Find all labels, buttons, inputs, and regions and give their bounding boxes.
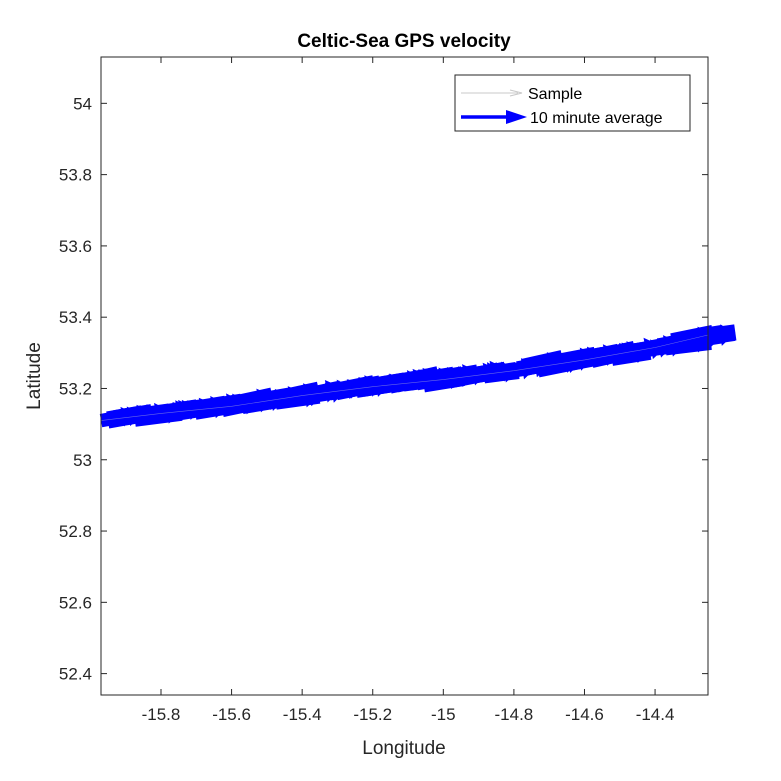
- legend-sample-label: Sample: [528, 86, 582, 103]
- legend-sample-marker: [461, 89, 523, 97]
- y-tick-label: 52.8: [59, 522, 92, 541]
- x-tick-label: -14.6: [565, 705, 604, 724]
- legend-average-marker: [461, 110, 527, 124]
- x-tick-label: -15.6: [212, 705, 251, 724]
- legend-average-label: 10 minute average: [530, 110, 663, 127]
- y-axis-label: Latitude: [24, 342, 45, 410]
- y-axis-ticks: 52.4 52.6 52.8 53 53.2 53.4 53.6 53.8 54: [59, 94, 708, 684]
- y-tick-label: 52.6: [59, 593, 92, 612]
- x-tick-label: -15.2: [353, 705, 392, 724]
- average-arrow-head-lead: [674, 333, 708, 352]
- average-arrow-head: [718, 326, 735, 346]
- y-tick-label: 52.4: [59, 665, 92, 684]
- chart-title: Celtic-Sea GPS velocity: [297, 31, 511, 52]
- y-tick-label: 54: [73, 94, 92, 113]
- axes-box: [100, 56, 709, 696]
- y-tick-label: 53.6: [59, 237, 92, 256]
- y-tick-label: 53: [73, 451, 92, 470]
- sample-track: [100, 334, 709, 421]
- x-tick-label: -15: [431, 705, 456, 724]
- x-tick-label: -14.8: [495, 705, 534, 724]
- y-tick-label: 53.4: [59, 308, 92, 327]
- y-tick-label: 53.8: [59, 166, 92, 185]
- x-tick-label: -15.8: [142, 705, 181, 724]
- x-axis-ticks: -15.8 -15.6 -15.4 -15.2 -15 -14.8 -14.6 -14.4: [142, 57, 675, 724]
- x-tick-label: -14.4: [636, 705, 675, 724]
- quiver-arrows: [99, 324, 737, 429]
- x-tick-label: -15.4: [283, 705, 322, 724]
- legend: Sample 10 minute average: [454, 74, 691, 132]
- y-tick-label: 53.2: [59, 379, 92, 398]
- x-axis-label: Longitude: [362, 738, 445, 759]
- legend-box: [454, 74, 691, 132]
